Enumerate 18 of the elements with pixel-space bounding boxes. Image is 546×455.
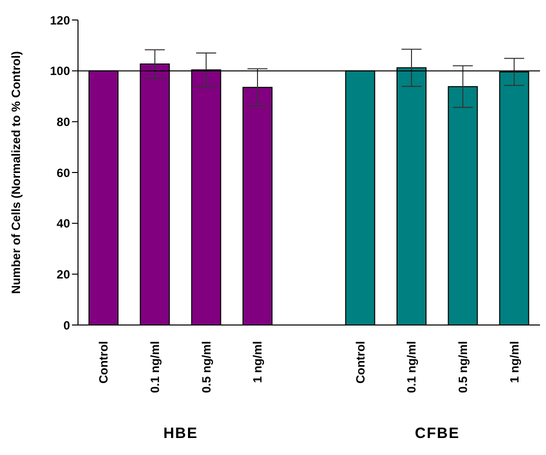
text: CFBE bbox=[414, 425, 461, 442]
y-tick-label: 80 bbox=[56, 114, 70, 129]
x-tick-label: 0.5 ng/ml bbox=[456, 341, 470, 394]
x-tick-label: 1 ng/ml bbox=[507, 341, 522, 384]
y-tick-label: 20 bbox=[56, 267, 70, 282]
y-tick-label: 100 bbox=[50, 64, 70, 78]
y-tick-label: 40 bbox=[56, 216, 70, 231]
y-tick-label: 0 bbox=[63, 318, 70, 332]
x-tick-label: 1 ng/ml bbox=[250, 341, 265, 384]
text: HBE bbox=[162, 425, 199, 442]
x-tick-label: 0.1 ng/ml bbox=[404, 341, 419, 394]
y-tick-label: 60 bbox=[56, 166, 70, 180]
y-tick-label: 120 bbox=[50, 13, 70, 28]
x-tick-label: Control bbox=[96, 341, 111, 384]
y-axis-title: Number of Cells (Normalized to % Control) bbox=[9, 51, 23, 294]
x-tick-label: 0.5 ng/ml bbox=[199, 341, 214, 394]
x-tick-label: Control bbox=[353, 341, 368, 384]
x-tick-label: 0.1 ng/ml bbox=[148, 341, 162, 394]
